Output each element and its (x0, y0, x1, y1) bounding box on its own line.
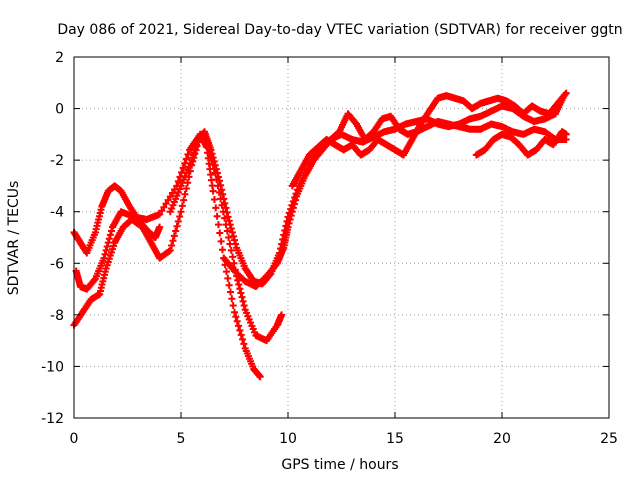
data-point (297, 153, 312, 174)
data-point (370, 116, 385, 136)
series-track-2 (70, 130, 286, 345)
data-point (278, 311, 286, 319)
ticks: 0 5 10 15 20 25 -12 -10 -8 -6 -4 -2 0 2 (41, 50, 618, 447)
y-tick-label: 0 (55, 102, 64, 118)
data-point (231, 308, 248, 348)
data-point (263, 261, 280, 280)
data-point (134, 215, 152, 235)
data-point (562, 130, 570, 138)
data-point (156, 185, 179, 218)
data-point (216, 177, 231, 216)
data-point (220, 254, 237, 273)
y-tick-label: -2 (50, 153, 64, 169)
x-tick-label: 20 (493, 431, 511, 447)
x-tick-label: 0 (70, 431, 79, 447)
data-point (177, 159, 194, 190)
data-points (70, 89, 570, 381)
data-point (224, 213, 240, 248)
data-point (252, 273, 269, 290)
y-tick-label: -12 (41, 411, 64, 427)
data-point (425, 96, 441, 115)
x-tick-label: 15 (386, 431, 404, 447)
data-point (209, 187, 226, 254)
data-point (241, 264, 257, 284)
y-tick-label: -4 (50, 205, 64, 221)
data-point (207, 146, 222, 181)
data-point (83, 231, 98, 257)
data-point (293, 174, 308, 200)
y-axis-label: SDTVAR / TECUs (6, 181, 22, 296)
data-point (91, 257, 107, 283)
data-point (481, 137, 496, 154)
x-tick-label: 10 (279, 431, 297, 447)
data-point (400, 137, 415, 159)
data-point (554, 90, 569, 107)
data-point (545, 101, 561, 118)
data-point (91, 206, 105, 236)
data-point (233, 244, 248, 270)
data-point (387, 112, 402, 132)
series-track-5 (220, 110, 570, 290)
data-point (284, 196, 299, 231)
data-point (83, 276, 98, 293)
data-point (241, 344, 257, 370)
data-point (177, 167, 194, 216)
data-point (241, 306, 259, 336)
data-point (231, 267, 248, 284)
data-point (288, 168, 304, 190)
data-point (173, 150, 192, 190)
y-tick-label: 2 (55, 50, 64, 66)
data-point (79, 297, 94, 316)
data-point (408, 122, 424, 144)
data-point (117, 187, 133, 209)
x-tick-label: 5 (177, 431, 186, 447)
data-point (263, 323, 280, 345)
data-point (344, 110, 359, 127)
series-track-6 (288, 89, 570, 190)
series-track-7 (472, 128, 570, 159)
data-point (126, 203, 141, 222)
data-point (310, 147, 325, 164)
data-point (256, 373, 264, 381)
plot-frame (73, 56, 610, 419)
data-point (111, 225, 126, 247)
data-point (166, 185, 184, 216)
data-point (301, 158, 317, 180)
y-tick-label: -8 (50, 308, 64, 324)
y-tick-label: -6 (50, 256, 64, 272)
data-point (156, 223, 164, 231)
data-point (102, 242, 118, 272)
y-tick-label: -10 (41, 359, 64, 375)
data-point (109, 210, 124, 231)
chart-title: Day 086 of 2021, Sidereal Day-to-day VTE… (57, 22, 622, 38)
data-point (166, 213, 184, 254)
x-tick-label: 25 (600, 431, 618, 447)
series-track-3 (70, 182, 164, 257)
data-point (562, 89, 570, 97)
x-axis-label: GPS time / hours (281, 457, 398, 473)
data-point (417, 109, 432, 128)
data-point (100, 227, 115, 262)
